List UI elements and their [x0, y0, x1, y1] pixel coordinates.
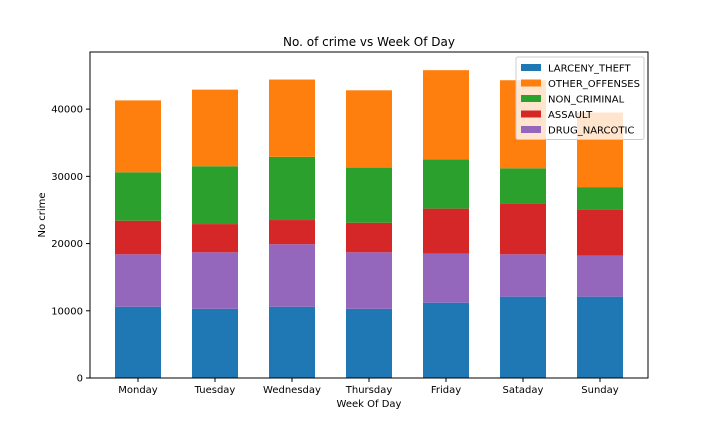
x-tick-label: Wednesday	[263, 385, 321, 396]
x-tick-label: Sataday	[503, 385, 544, 396]
bar-drug-narcotic-wednesday	[269, 244, 315, 307]
y-tick-label: 0	[77, 374, 83, 385]
legend-swatch	[521, 79, 541, 87]
x-axis: Monday Tuesday Wednesday Thursday Friday Sata…	[118, 378, 619, 396]
bar-larceny-theft-thursday	[346, 308, 392, 378]
bar-other-offenses-tuesday	[192, 89, 238, 167]
bar-larceny-theft-tuesday	[192, 308, 238, 378]
legend-box	[515, 56, 645, 140]
bar-assault-wednesday	[269, 220, 315, 245]
y-tick-label: 10000	[51, 306, 83, 317]
bars-group	[115, 70, 623, 378]
bar-drug-narcotic-sunday	[577, 255, 623, 297]
bar-drug-narcotic-tuesday	[192, 252, 238, 309]
bar-other-offenses-wednesday	[269, 79, 315, 157]
bar-drug-narcotic-friday	[423, 253, 469, 303]
legend-swatch	[521, 110, 541, 118]
chart-title: No. of crime vs Week Of Day	[283, 35, 455, 49]
x-tick-label: Thursday	[345, 385, 393, 396]
bar-non-criminal-wednesday	[269, 156, 315, 221]
x-tick-label: Friday	[431, 385, 461, 396]
legend-swatch	[521, 95, 541, 102]
bar-non-criminal-thursday	[346, 167, 392, 223]
legend-swatch	[521, 126, 541, 133]
legend: LARCENY_THEFT OTHER_OFFENSES NON_CRIMINAL A…	[515, 56, 645, 140]
bar-drug-narcotic-monday	[115, 254, 161, 307]
bar-non-criminal-tuesday	[192, 166, 238, 225]
bar-non-criminal-sataday	[500, 168, 546, 204]
x-tick-label: Sunday	[581, 385, 618, 396]
y-tick-label: 20000	[51, 239, 83, 250]
legend-label: DRUG_NARCOTIC	[548, 126, 634, 137]
bar-larceny-theft-sunday	[577, 296, 623, 378]
x-tick-label: Tuesday	[194, 385, 236, 396]
bar-assault-tuesday	[192, 224, 238, 253]
bar-drug-narcotic-sataday	[500, 254, 546, 297]
bar-assault-friday	[423, 208, 469, 254]
y-axis-label: No crime	[37, 192, 48, 237]
legend-swatch	[521, 64, 541, 71]
bar-other-offenses-monday	[115, 100, 161, 173]
bar-non-criminal-monday	[115, 172, 161, 221]
bar-assault-sataday	[500, 203, 546, 255]
legend-label: LARCENY_THEFT	[548, 64, 632, 75]
legend-label: OTHER_OFFENSES	[548, 79, 640, 90]
bar-assault-monday	[115, 220, 161, 255]
x-tick-label: Monday	[118, 385, 158, 396]
bar-larceny-theft-friday	[423, 302, 469, 378]
bar-other-offenses-friday	[423, 70, 469, 160]
bar-larceny-theft-wednesday	[269, 306, 315, 378]
bar-non-criminal-sunday	[577, 187, 623, 210]
bar-assault-thursday	[346, 222, 392, 253]
legend-label: NON_CRIMINAL	[548, 95, 625, 106]
bar-larceny-theft-monday	[115, 306, 161, 378]
legend-label: ASSAULT	[548, 110, 593, 121]
bar-assault-sunday	[577, 209, 623, 256]
y-axis: 0 10000 20000 30000 40000	[51, 105, 90, 385]
x-axis-label: Week Of Day	[337, 399, 402, 410]
y-tick-label: 40000	[51, 105, 83, 116]
bar-drug-narcotic-thursday	[346, 252, 392, 309]
bar-larceny-theft-sataday	[500, 296, 546, 378]
bar-non-criminal-friday	[423, 159, 469, 209]
y-tick-label: 30000	[51, 172, 83, 183]
bar-other-offenses-thursday	[346, 90, 392, 168]
